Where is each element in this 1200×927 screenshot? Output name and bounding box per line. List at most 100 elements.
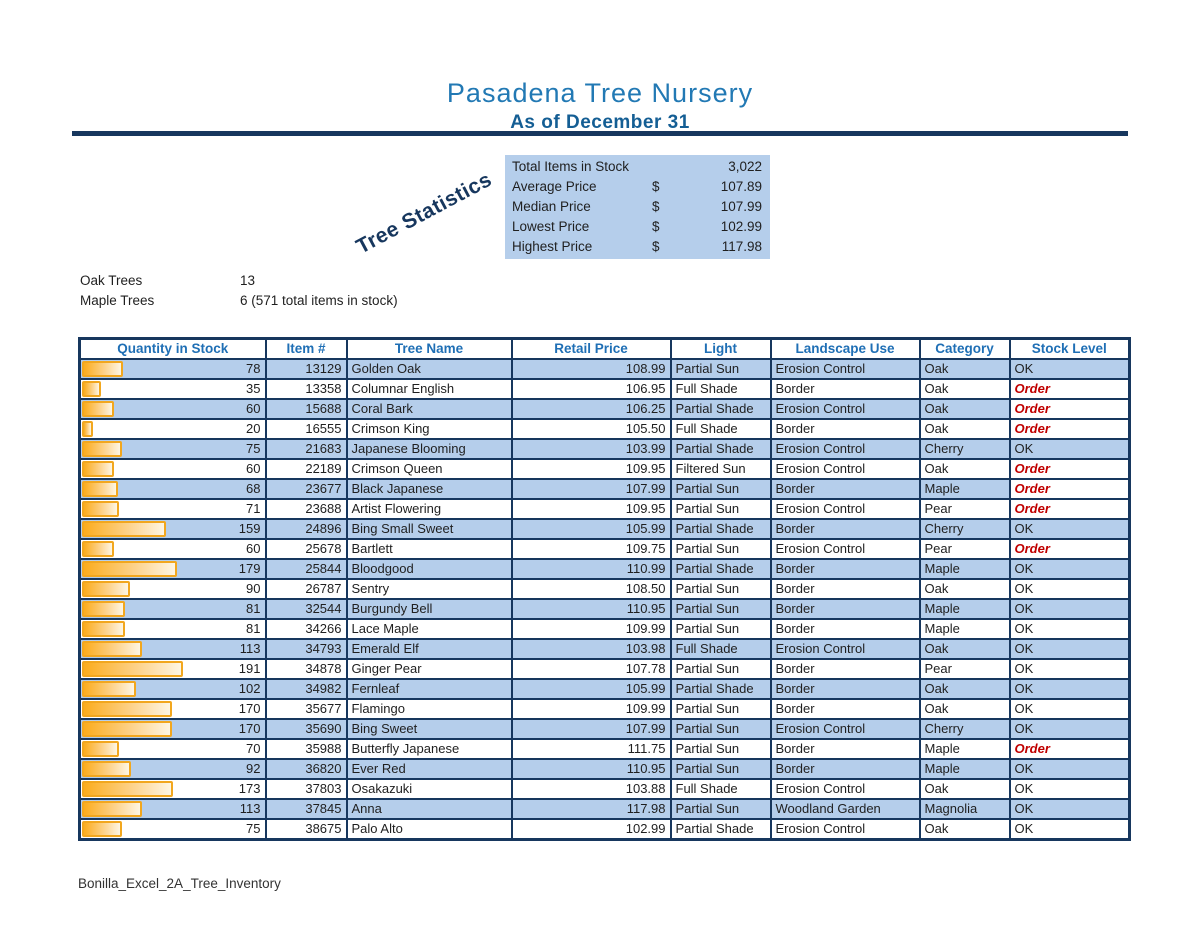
quantity-cell: 60 <box>78 458 267 480</box>
light-cell: Partial Sun <box>669 798 772 820</box>
light-cell: Partial Sun <box>669 578 772 600</box>
quantity-value: 71 <box>246 501 261 516</box>
quantity-value: 60 <box>246 461 261 476</box>
stat-currency: $ <box>652 239 660 254</box>
quantity-cell: 191 <box>78 658 267 680</box>
table-row: 70 35988 Butterfly Japanese 111.75 Parti… <box>78 738 1131 760</box>
table-row: 81 34266 Lace Maple 109.99 Partial Sun B… <box>78 618 1131 640</box>
category-cell: Oak <box>918 778 1011 800</box>
quantity-cell: 35 <box>78 378 267 400</box>
table-row: 173 37803 Osakazuki 103.88 Full Shade Er… <box>78 778 1131 800</box>
summary-value: 6 (571 total items in stock) <box>240 293 398 308</box>
category-cell: Oak <box>918 458 1011 480</box>
light-cell: Full Shade <box>669 638 772 660</box>
quantity-data-bar <box>82 801 142 817</box>
item-number-cell: 32544 <box>264 598 348 620</box>
light-cell: Filtered Sun <box>669 458 772 480</box>
quantity-cell: 81 <box>78 598 267 620</box>
category-cell: Oak <box>918 638 1011 660</box>
quantity-data-bar <box>82 521 167 537</box>
quantity-value: 60 <box>246 401 261 416</box>
page-title: Pasadena Tree Nursery <box>446 78 754 108</box>
quantity-data-bar <box>82 401 114 417</box>
quantity-value: 75 <box>246 821 261 836</box>
col-header-light: Light <box>669 337 772 360</box>
stock-level-cell: OK <box>1008 638 1131 660</box>
item-number-cell: 13358 <box>264 378 348 400</box>
tree-name-cell: Bloodgood <box>345 558 513 580</box>
category-cell: Magnolia <box>918 798 1011 820</box>
landscape-use-cell: Border <box>769 598 921 620</box>
quantity-cell: 60 <box>78 398 267 420</box>
quantity-value: 78 <box>246 361 261 376</box>
quantity-cell: 179 <box>78 558 267 580</box>
light-cell: Partial Sun <box>669 718 772 740</box>
col-header-quantity: Quantity in Stock <box>78 337 267 360</box>
stock-level-cell: Order <box>1008 378 1131 400</box>
table-row: 191 34878 Ginger Pear 107.78 Partial Sun… <box>78 658 1131 680</box>
category-cell: Maple <box>918 598 1011 620</box>
stat-value: 107.99 <box>720 199 762 214</box>
stock-level-cell: OK <box>1008 818 1131 841</box>
quantity-data-bar <box>82 761 131 777</box>
tree-name-cell: Flamingo <box>345 698 513 720</box>
retail-price-cell: 102.99 <box>510 818 672 841</box>
tree-name-cell: Fernleaf <box>345 678 513 700</box>
quantity-data-bar <box>82 561 177 577</box>
landscape-use-cell: Erosion Control <box>769 498 921 520</box>
table-row: 90 26787 Sentry 108.50 Partial Sun Borde… <box>78 578 1131 600</box>
quantity-value: 90 <box>246 581 261 596</box>
quantity-cell: 92 <box>78 758 267 780</box>
stock-level-cell: Order <box>1008 498 1131 520</box>
item-number-cell: 34878 <box>264 658 348 680</box>
stat-label: Highest Price <box>512 239 593 254</box>
stock-level-cell: OK <box>1008 798 1131 820</box>
light-cell: Partial Sun <box>669 618 772 640</box>
table-row: 159 24896 Bing Small Sweet 105.99 Partia… <box>78 518 1131 540</box>
landscape-use-cell: Border <box>769 618 921 640</box>
retail-price-cell: 108.50 <box>510 578 672 600</box>
landscape-use-cell: Erosion Control <box>769 438 921 460</box>
table-row: 75 38675 Palo Alto 102.99 Partial Shade … <box>78 818 1131 841</box>
landscape-use-cell: Border <box>769 678 921 700</box>
stat-value: 107.89 <box>720 179 762 194</box>
light-cell: Partial Sun <box>669 498 772 520</box>
landscape-use-cell: Border <box>769 658 921 680</box>
quantity-cell: 170 <box>78 718 267 740</box>
stat-row-average-price: Average Price $ 107.89 <box>505 177 770 197</box>
light-cell: Partial Shade <box>669 558 772 580</box>
quantity-cell: 70 <box>78 738 267 760</box>
item-number-cell: 23688 <box>264 498 348 520</box>
table-row: 78 13129 Golden Oak 108.99 Partial Sun E… <box>78 358 1131 380</box>
table-row: 68 23677 Black Japanese 107.99 Partial S… <box>78 478 1131 500</box>
quantity-data-bar <box>82 701 172 717</box>
quantity-data-bar <box>82 621 125 637</box>
quantity-data-bar <box>82 601 125 617</box>
item-number-cell: 13129 <box>264 358 348 380</box>
table-row: 179 25844 Bloodgood 110.99 Partial Shade… <box>78 558 1131 580</box>
category-cell: Maple <box>918 618 1011 640</box>
retail-price-cell: 108.99 <box>510 358 672 380</box>
table-row: 170 35690 Bing Sweet 107.99 Partial Sun … <box>78 718 1131 740</box>
landscape-use-cell: Erosion Control <box>769 458 921 480</box>
stat-label: Median Price <box>512 199 591 214</box>
landscape-use-cell: Border <box>769 418 921 440</box>
item-number-cell: 25844 <box>264 558 348 580</box>
quantity-data-bar <box>82 421 93 437</box>
table-row: 60 15688 Coral Bark 106.25 Partial Shade… <box>78 398 1131 420</box>
page-subtitle: As of December 31 <box>510 112 690 133</box>
tree-count-summary: Oak Trees 13 Maple Trees 6 (571 total it… <box>80 271 398 311</box>
stock-level-cell: OK <box>1008 758 1131 780</box>
quantity-value: 191 <box>238 661 261 676</box>
retail-price-cell: 117.98 <box>510 798 672 820</box>
item-number-cell: 24896 <box>264 518 348 540</box>
landscape-use-cell: Border <box>769 738 921 760</box>
quantity-value: 113 <box>239 801 261 816</box>
title-divider <box>72 131 1128 136</box>
item-number-cell: 34793 <box>264 638 348 660</box>
retail-price-cell: 106.95 <box>510 378 672 400</box>
table-row: 35 13358 Columnar English 106.95 Full Sh… <box>78 378 1131 400</box>
col-header-category: Category <box>918 337 1011 360</box>
light-cell: Full Shade <box>669 418 772 440</box>
landscape-use-cell: Erosion Control <box>769 358 921 380</box>
